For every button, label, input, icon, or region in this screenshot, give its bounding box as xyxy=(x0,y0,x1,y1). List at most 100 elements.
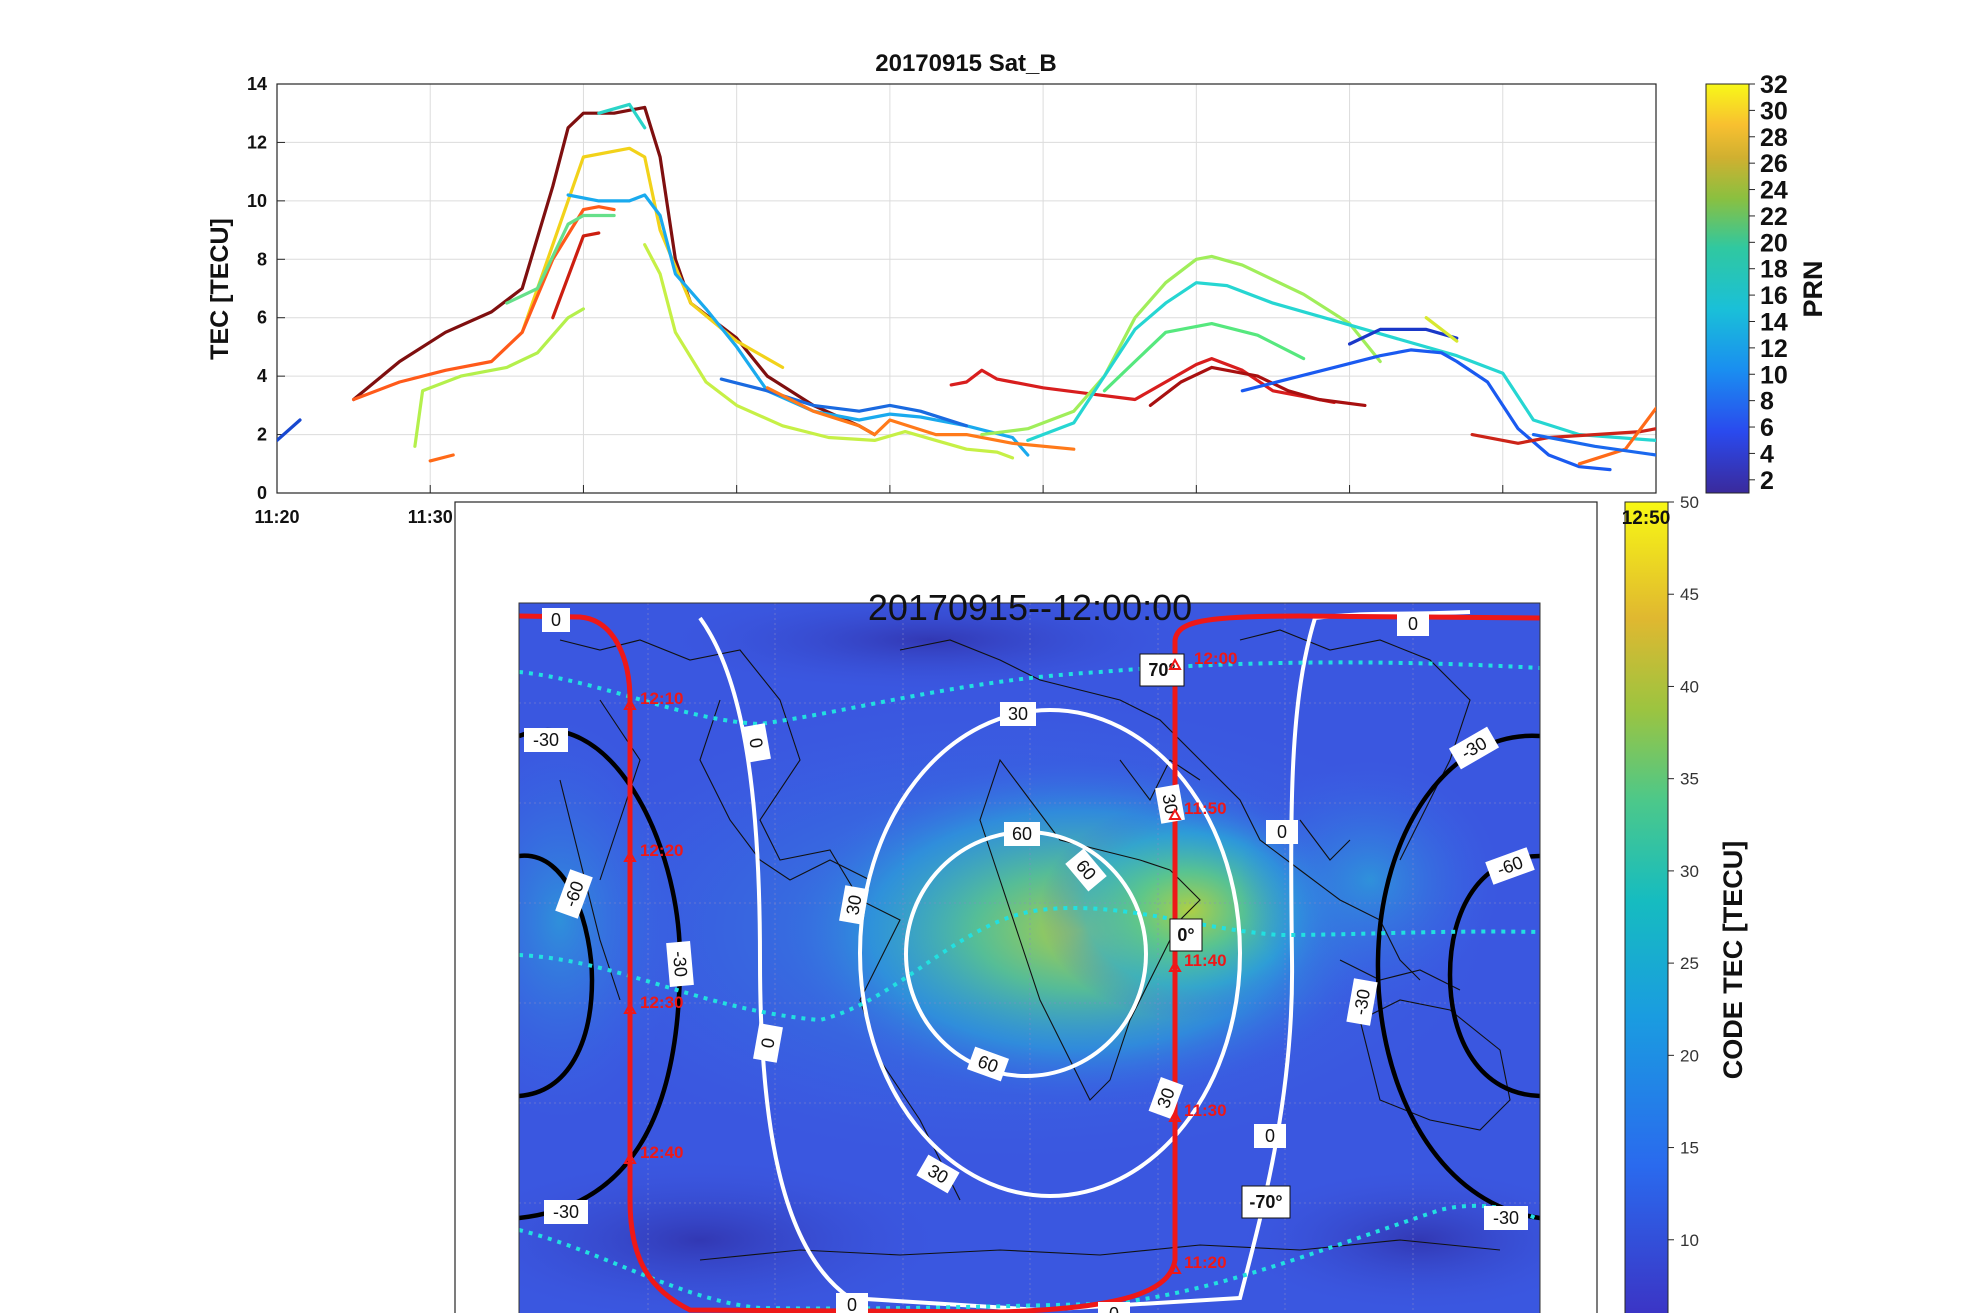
mag-lat-label: -70° xyxy=(1249,1192,1282,1212)
track-time-label: 11:20 xyxy=(1184,1253,1227,1272)
prn-tick-label: 18 xyxy=(1760,256,1788,284)
top-plot-axes-box xyxy=(276,83,1657,494)
contour-label: -30 xyxy=(669,950,691,978)
contour-label: -30 xyxy=(533,730,559,750)
contour-label: 0 xyxy=(745,736,766,749)
tec-tick-label: 35 xyxy=(1680,770,1699,789)
tec-series-line xyxy=(566,193,1030,457)
tec-series-line xyxy=(551,231,601,320)
track-time-label: 12:20 xyxy=(640,841,683,860)
contour-label: 0 xyxy=(757,1036,778,1049)
prn-tick-label: 26 xyxy=(1760,150,1788,178)
top-plot-ylabel: TEC [TECU] xyxy=(206,218,234,360)
mag-lat-label: 70° xyxy=(1148,660,1175,680)
y-tick-label: 4 xyxy=(257,366,267,386)
top-plot-series xyxy=(277,102,1656,472)
contour-label: 0 xyxy=(1265,1126,1275,1146)
tec-series-line xyxy=(413,307,585,448)
y-tick-label: 10 xyxy=(247,191,267,211)
tec-tick-label: 25 xyxy=(1680,954,1699,973)
prn-tick-label: 6 xyxy=(1760,414,1774,442)
tec-series-line xyxy=(643,243,1015,460)
x-tick-label: 11:20 xyxy=(254,507,299,527)
tec-series-line xyxy=(1470,427,1656,445)
tec-series-line xyxy=(277,418,302,442)
tec-series-line xyxy=(980,254,1382,437)
top-plot-title: 20170915 Sat_B xyxy=(875,50,1056,77)
contour-label: -30 xyxy=(1350,987,1374,1016)
contour-label: -30 xyxy=(1493,1208,1519,1228)
satellite-tracks xyxy=(519,613,1540,1313)
tec-tick-label: 15 xyxy=(1680,1139,1699,1158)
y-tick-label: 14 xyxy=(247,74,267,94)
contour-label: 0 xyxy=(1277,822,1287,842)
top-plot-grid xyxy=(277,84,1656,493)
prn-tick-label: 14 xyxy=(1760,308,1788,336)
track-time-labels: 11:20 11:30 11:40 11:50 12:00 12:10 12:2… xyxy=(640,649,1237,1272)
tec-series-line xyxy=(1102,322,1306,393)
tec-series-line xyxy=(1531,433,1656,457)
tec-tick-label: 40 xyxy=(1680,677,1699,696)
contour-label: 0 xyxy=(1109,1304,1119,1313)
tec-series-line xyxy=(1240,348,1612,472)
prn-tick-label: 2 xyxy=(1760,467,1774,495)
prn-tick-label: 16 xyxy=(1760,282,1788,310)
contour-label: 30 xyxy=(1008,704,1028,724)
coastlines xyxy=(559,629,1511,1261)
tec-colorbar-ticks: 10 15 20 25 30 35 40 45 50 xyxy=(1668,493,1699,1250)
prn-tick-label: 30 xyxy=(1760,97,1788,125)
contour-labels: 0 0 0 0 0 0 0 0 30 30 30 30 30 60 60 60 … xyxy=(524,608,1535,1313)
tec-colorbar-label: CODE TEC [TECU] xyxy=(1718,841,1748,1080)
prn-tick-label: 24 xyxy=(1760,177,1788,205)
contour-label: 60 xyxy=(1012,824,1032,844)
tec-series-line xyxy=(597,102,647,130)
map-background xyxy=(519,603,1540,1313)
white-contours xyxy=(698,610,1471,1312)
prn-tick-label: 12 xyxy=(1760,335,1788,363)
magnetic-latitude-labels: 70° 0° -70° xyxy=(1139,653,1291,1219)
contour-label: -30 xyxy=(553,1202,579,1222)
tec-tick-label: 30 xyxy=(1680,862,1699,881)
y-tick-label: 12 xyxy=(247,132,267,152)
tec-series-line xyxy=(719,377,969,428)
tec-colorbar: 10 15 20 25 30 35 40 45 50 12:50 CODE TEC [TECU] xyxy=(1622,493,1748,1313)
track-time-label: 12:10 xyxy=(640,689,683,708)
tec-tick-label: 10 xyxy=(1680,1231,1699,1250)
prn-tick-label: 8 xyxy=(1760,388,1774,416)
map-axes-box xyxy=(518,602,1541,1313)
prn-tick-label: 22 xyxy=(1760,203,1788,231)
y-tick-label: 6 xyxy=(257,308,267,328)
map-title: 20170915--12:00:00 xyxy=(868,587,1192,628)
tec-map-panel: 20170915--12:00:00 0 0 0 0 0 0 0 0 30 30… xyxy=(454,493,1748,1313)
tec-colorbar-overlay: 12:50 xyxy=(1622,508,1671,529)
track-time-label: 12:00 xyxy=(1194,649,1237,668)
tec-series-line xyxy=(1026,281,1656,442)
tec-series-line xyxy=(1424,316,1459,343)
prn-colorbar-label: PRN xyxy=(1798,260,1828,317)
tec-tick-label: 50 xyxy=(1680,493,1699,512)
contour-label: 0 xyxy=(1408,614,1418,634)
track-markers xyxy=(623,657,1182,1274)
tec-line-plot: 20170915 Sat_B 11:2011:3011:4011:5012:00… xyxy=(206,50,1828,527)
track-time-label: 12:40 xyxy=(640,1143,683,1162)
track-time-label: 11:50 xyxy=(1184,799,1227,818)
tec-series-line xyxy=(765,386,1076,451)
mag-lat-label: 0° xyxy=(1177,925,1194,945)
contour-label: 30 xyxy=(842,893,865,916)
prn-tick-label: 20 xyxy=(1760,229,1788,257)
prn-tick-label: 10 xyxy=(1760,361,1788,389)
tec-tick-label: 20 xyxy=(1680,1046,1699,1065)
prn-tick-label: 4 xyxy=(1760,440,1774,468)
track-time-label: 11:40 xyxy=(1184,951,1227,970)
y-tick-label: 8 xyxy=(257,249,267,269)
contour-label: 30 xyxy=(1158,792,1181,815)
tec-series-line xyxy=(428,453,455,463)
contour-label: 0 xyxy=(551,610,561,630)
tec-series-line xyxy=(1348,327,1459,346)
contour-label: 0 xyxy=(847,1295,857,1313)
prn-tick-label: 32 xyxy=(1760,71,1788,99)
tec-series-line xyxy=(352,205,616,402)
